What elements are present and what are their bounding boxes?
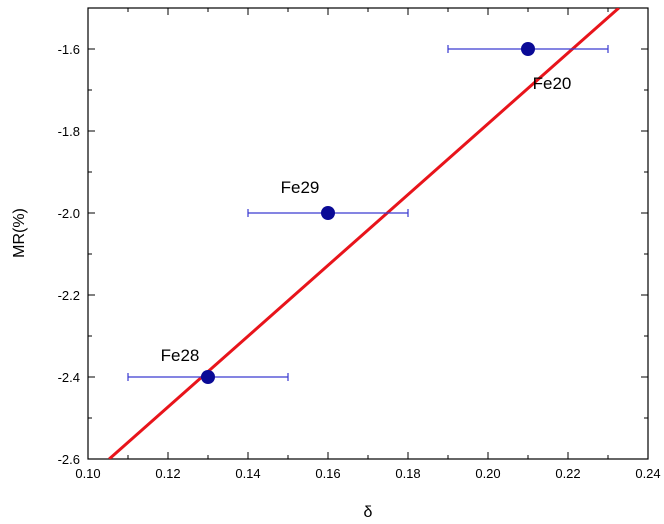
x-axis-label: δ <box>364 504 373 521</box>
x-tick-label: 0.14 <box>235 466 260 481</box>
point-label: Fe20 <box>533 74 572 93</box>
y-axis-label: MR(%) <box>11 208 28 258</box>
y-tick-label: -2.0 <box>58 206 80 221</box>
y-tick-label: -1.6 <box>58 42 80 57</box>
y-tick-label: -1.8 <box>58 124 80 139</box>
x-tick-labels: 0.10 0.12 0.14 0.16 0.18 0.20 0.22 0.24 <box>75 466 660 481</box>
point-labels: Fe28 Fe29 Fe20 <box>161 74 572 365</box>
axis-ticks <box>87 7 649 460</box>
point-label: Fe29 <box>281 178 320 197</box>
point-label: Fe28 <box>161 346 200 365</box>
fit-line <box>108 8 620 459</box>
data-point <box>201 370 215 384</box>
y-tick-label: -2.6 <box>58 452 80 467</box>
x-tick-label: 0.20 <box>475 466 500 481</box>
x-tick-label: 0.16 <box>315 466 340 481</box>
data-points <box>201 42 535 384</box>
x-tick-label: 0.24 <box>635 466 660 481</box>
y-tick-label: -2.4 <box>58 370 80 385</box>
x-tick-label: 0.12 <box>155 466 180 481</box>
error-bars <box>127 45 609 381</box>
x-tick-label: 0.22 <box>555 466 580 481</box>
y-tick-label: -2.2 <box>58 288 80 303</box>
y-tick-labels: -2.6 -2.4 -2.2 -2.0 -1.8 -1.6 <box>58 42 80 467</box>
data-point <box>521 42 535 56</box>
x-tick-label: 0.10 <box>75 466 100 481</box>
data-point <box>321 206 335 220</box>
x-tick-label: 0.18 <box>395 466 420 481</box>
